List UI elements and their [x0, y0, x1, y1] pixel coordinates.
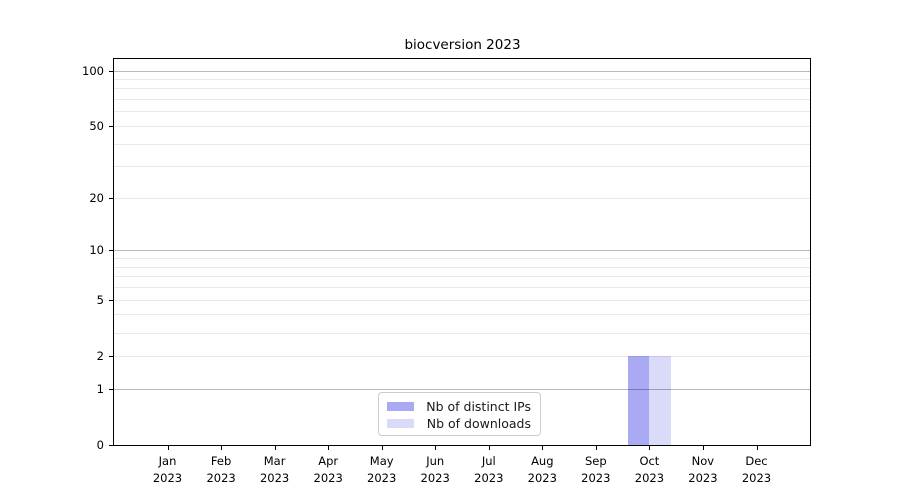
month-label: May — [369, 454, 394, 468]
legend-label: Nb of distinct IPs — [426, 399, 531, 414]
bar-downloads — [649, 355, 671, 445]
x-axis-tick-label: May 2023 — [367, 453, 396, 486]
minor-gridline — [114, 287, 810, 289]
year-label: 2023 — [634, 470, 665, 485]
bar-distinct-ips — [628, 355, 650, 445]
year-label: 2023 — [527, 470, 557, 485]
month-label: Jan — [158, 454, 177, 468]
x-axis-tick-label: Nov 2023 — [688, 453, 717, 486]
legend-swatch — [387, 402, 414, 411]
year-label: 2023 — [474, 470, 504, 485]
x-axis-tick-label: Jun 2023 — [421, 453, 450, 486]
y-axis-tick — [109, 388, 114, 390]
legend-entry: Nb of distinct IPs — [379, 398, 540, 415]
year-label: 2023 — [420, 470, 450, 485]
x-axis-tick-label: Mar 2023 — [260, 453, 289, 486]
year-label: 2023 — [206, 470, 236, 485]
minor-gridline — [114, 125, 810, 127]
y-axis-tick — [109, 197, 114, 199]
month-label: Mar — [263, 454, 286, 468]
x-axis-tick-label: Jan 2023 — [153, 453, 182, 486]
month-label: Apr — [318, 454, 339, 468]
y-axis-tick-label: 1 — [96, 381, 104, 396]
x-axis-tick — [328, 445, 330, 450]
y-axis-tick — [109, 445, 114, 446]
minor-gridline — [114, 143, 810, 145]
minor-gridline — [114, 197, 810, 199]
y-axis-tick — [109, 299, 114, 301]
minor-gridline — [114, 314, 810, 316]
month-label: Nov — [691, 454, 715, 468]
x-axis-tick — [435, 445, 437, 450]
x-axis-tick — [381, 445, 383, 450]
minor-gridline — [114, 79, 810, 80]
major-gridline — [114, 70, 810, 72]
x-axis-tick — [167, 445, 169, 450]
x-axis-tick — [756, 445, 758, 450]
month-label: Dec — [745, 454, 768, 468]
minor-gridline — [114, 258, 810, 260]
minor-gridline — [114, 111, 810, 113]
x-axis-tick-label: Apr 2023 — [314, 453, 343, 486]
legend-label: Nb of downloads — [426, 416, 531, 431]
x-axis-tick — [702, 445, 704, 450]
x-axis-tick — [649, 445, 651, 450]
y-axis-tick — [109, 125, 114, 127]
x-axis-tick-label: Dec 2023 — [742, 453, 771, 486]
x-axis-tick-label: Jul 2023 — [474, 453, 503, 486]
year-label: 2023 — [313, 470, 343, 485]
y-axis-tick-label: 50 — [89, 118, 104, 133]
legend-swatch — [387, 419, 414, 428]
x-axis-tick — [221, 445, 223, 450]
x-axis-tick — [595, 445, 597, 450]
minor-gridline — [114, 276, 810, 278]
year-label: 2023 — [741, 470, 772, 485]
y-axis-tick-label: 100 — [82, 63, 104, 78]
major-gridline — [114, 250, 810, 252]
x-axis-tick — [488, 445, 490, 450]
legend-entry: Nb of downloads — [379, 415, 540, 432]
year-label: 2023 — [259, 470, 290, 485]
y-axis-tick-label: 2 — [96, 348, 104, 363]
x-axis-tick-label: Feb 2023 — [206, 453, 235, 486]
month-label: Jun — [426, 454, 445, 468]
month-label: Feb — [210, 454, 232, 468]
x-axis-tick-label: Sep 2023 — [581, 453, 610, 486]
month-label: Aug — [531, 454, 554, 468]
minor-gridline — [114, 299, 810, 301]
chart-title: biocversion 2023 — [404, 37, 521, 53]
minor-gridline — [114, 332, 810, 334]
plot-area: 0 1 2 5 10 20 50 100 Jan 2023 Feb 2023 Mar 2023 Apr 202… — [82, 58, 811, 485]
y-axis-tick-label: 0 — [96, 438, 104, 452]
major-gridline — [114, 388, 810, 390]
chart-legend: Nb of distinct IPs Nb of downloads — [378, 392, 541, 436]
year-label: 2023 — [688, 470, 718, 485]
month-label: Jul — [481, 454, 496, 468]
x-axis-tick-label: Aug 2023 — [528, 453, 557, 486]
x-axis-tick — [542, 445, 544, 450]
y-axis-tick — [109, 70, 114, 72]
y-axis-tick-label: 20 — [89, 190, 104, 205]
minor-gridline — [114, 266, 810, 268]
x-axis-tick-label: Oct 2023 — [635, 453, 664, 486]
y-axis-tick — [109, 355, 114, 357]
year-label: 2023 — [367, 470, 397, 485]
y-axis-tick-label: 10 — [89, 243, 104, 258]
minor-gridline — [114, 355, 810, 357]
y-axis-tick — [109, 250, 114, 252]
year-label: 2023 — [152, 470, 183, 485]
minor-gridline — [114, 166, 810, 168]
year-label: 2023 — [581, 470, 611, 485]
month-label: Oct — [639, 454, 660, 468]
y-axis-tick-label: 5 — [96, 292, 104, 307]
x-axis-tick — [274, 445, 276, 450]
minor-gridline — [114, 99, 810, 101]
month-label: Sep — [584, 454, 607, 468]
minor-gridline — [114, 88, 810, 90]
